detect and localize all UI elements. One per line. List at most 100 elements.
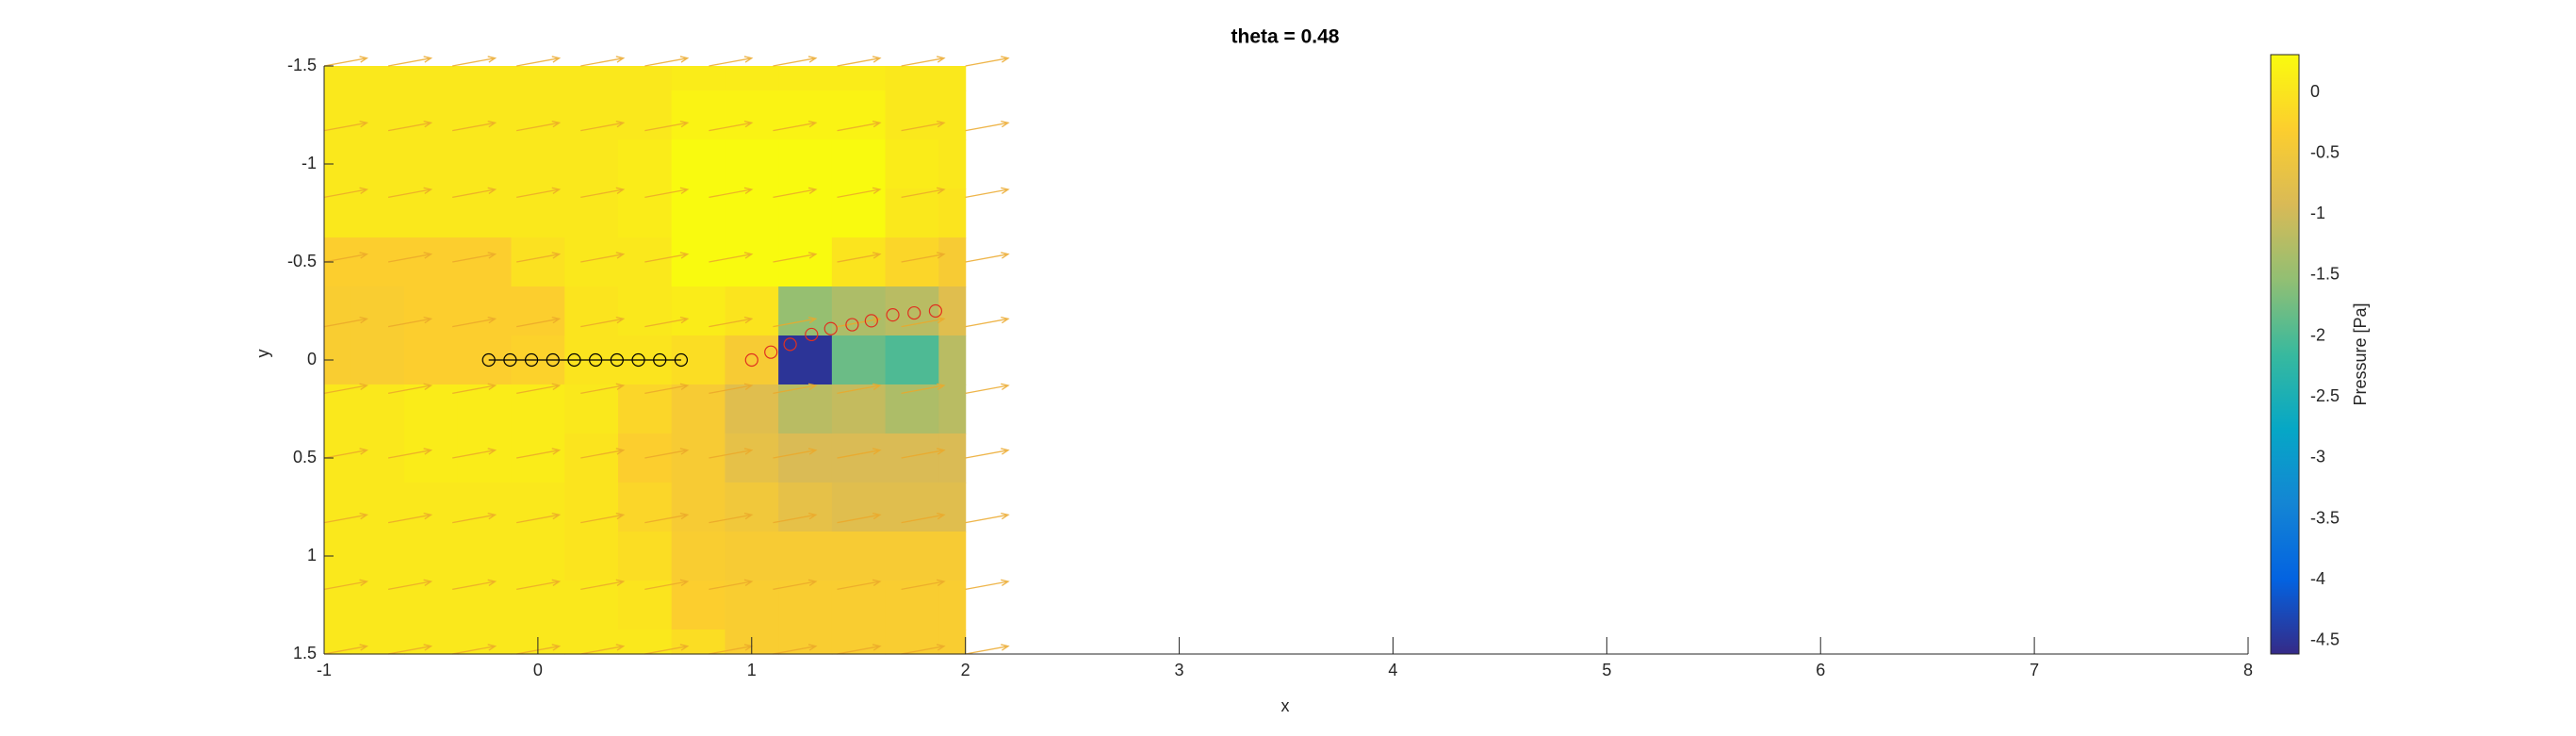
colorbar-label: Pressure [Pa] — [2351, 303, 2370, 405]
contour-cell — [511, 66, 565, 91]
quiver-arrow — [965, 120, 1010, 132]
contour-cell — [885, 581, 939, 630]
quiver-arrow — [965, 512, 1010, 524]
quiver-arrow — [965, 644, 1010, 655]
quiver-arrow — [580, 644, 626, 655]
quiver-arrow — [965, 316, 1010, 328]
contour-cell — [511, 188, 565, 238]
marker — [864, 314, 878, 328]
quiver-arrow — [644, 316, 690, 328]
quiver-arrow — [773, 644, 818, 655]
contour-cell — [617, 66, 673, 91]
quiver-arrow — [323, 187, 369, 198]
quiver-arrow — [773, 383, 818, 394]
quiver-arrow — [387, 120, 433, 132]
contour-cell — [938, 335, 967, 385]
quiver-arrow — [452, 252, 497, 263]
contour-cell — [938, 237, 967, 287]
contour-cell — [831, 482, 887, 532]
contour-cell — [778, 482, 833, 532]
quiver-arrow — [644, 512, 690, 524]
x-tick-label: -1 — [317, 661, 332, 679]
contour-cell — [778, 335, 833, 385]
quiver-arrow — [837, 187, 882, 198]
contour-cell — [885, 335, 939, 385]
contour-cell — [457, 482, 513, 532]
contour-cell — [671, 139, 726, 189]
contour-cell — [617, 581, 673, 630]
quiver-arrow — [901, 187, 946, 198]
quiver-arrow — [901, 579, 946, 590]
quiver-arrow — [773, 187, 818, 198]
quiver-arrow — [387, 187, 433, 198]
contour-cell — [511, 482, 565, 532]
contour-cell — [671, 581, 726, 630]
marker — [546, 352, 560, 368]
quiver-arrow — [516, 187, 562, 198]
contour-cell — [404, 188, 459, 238]
quiver-arrow — [323, 579, 369, 590]
marker — [928, 303, 943, 319]
contour-cell — [351, 581, 405, 630]
quiver-arrow — [452, 383, 497, 394]
contour-cell — [778, 66, 833, 91]
contour-cell — [938, 630, 967, 655]
contour-cell — [511, 581, 565, 630]
contour-cell — [324, 630, 351, 655]
quiver-arrow — [837, 316, 882, 328]
contour-cell — [511, 433, 565, 483]
quiver-arrow — [965, 187, 1010, 198]
contour-cell — [938, 139, 967, 189]
quiver-arrow — [516, 512, 562, 524]
quiver-arrow — [452, 579, 497, 590]
y-tick-label: 0.5 — [293, 448, 317, 466]
contour-cell — [671, 237, 726, 287]
quiver-arrow — [901, 252, 946, 263]
contour-cell — [404, 139, 459, 189]
contour-cell — [351, 335, 405, 385]
marker — [823, 321, 838, 335]
contour-cell — [831, 384, 887, 434]
contour-cell — [725, 581, 779, 630]
quiver-arrow — [709, 316, 754, 328]
quiver-arrow — [452, 120, 497, 132]
quiver-arrow — [965, 383, 1010, 394]
quiver-arrow — [965, 448, 1010, 459]
contour-cell — [617, 286, 673, 336]
contour-cell — [938, 384, 967, 434]
quiver-arrow — [773, 512, 818, 524]
contour-cell — [457, 286, 513, 336]
contour-cell — [725, 532, 779, 581]
quiver-arrow — [516, 579, 562, 590]
contour-cell — [617, 482, 673, 532]
quiver-arrow — [580, 252, 626, 263]
contour-cell — [564, 482, 619, 532]
marker — [886, 308, 900, 322]
quiver-arrow — [837, 579, 882, 590]
marker — [610, 352, 624, 368]
quiver-arrow — [709, 579, 754, 590]
quiver-arrow — [323, 383, 369, 394]
quiver-arrow — [837, 644, 882, 655]
quiver-arrow — [901, 383, 946, 394]
quiver-arrow — [452, 316, 497, 328]
x-tick-label: 1 — [747, 661, 757, 679]
contour-cell — [564, 630, 619, 655]
contour-cell — [324, 384, 351, 434]
quiver-arrow — [580, 579, 626, 590]
contour-cell — [404, 532, 459, 581]
contour-cell — [351, 237, 405, 287]
quiver-arrow — [323, 512, 369, 524]
contour-cell — [671, 90, 726, 140]
quiver-arrow — [387, 383, 433, 394]
x-tick-label: 3 — [1175, 661, 1184, 679]
contour-cell — [725, 482, 779, 532]
contour-cell — [778, 433, 833, 483]
quiver-arrow — [516, 448, 562, 459]
contour-cell — [831, 532, 887, 581]
contour-cell — [671, 482, 726, 532]
contour-cell — [617, 90, 673, 140]
contour-cell — [404, 630, 459, 655]
quiver-arrow — [516, 316, 562, 328]
contour-cell — [831, 90, 887, 140]
